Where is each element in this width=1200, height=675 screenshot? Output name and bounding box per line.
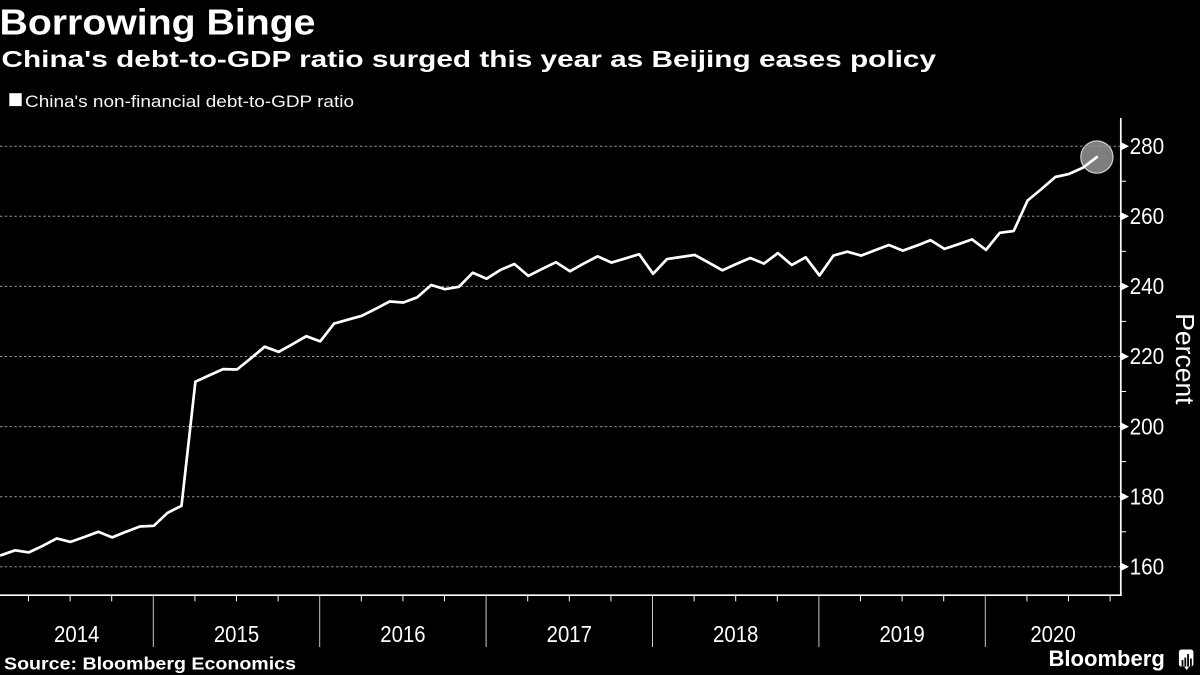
svg-text:Percent: Percent <box>1170 313 1198 404</box>
svg-text:2014: 2014 <box>54 621 99 647</box>
svg-text:240: 240 <box>1130 273 1165 299</box>
svg-text:2017: 2017 <box>547 621 592 647</box>
svg-text:China's debt-to-GDP ratio surg: China's debt-to-GDP ratio surged this ye… <box>2 46 937 72</box>
svg-text:2019: 2019 <box>879 621 924 647</box>
svg-text:2018: 2018 <box>713 621 758 647</box>
svg-text:220: 220 <box>1130 343 1165 369</box>
svg-text:2016: 2016 <box>380 621 425 647</box>
svg-text:2015: 2015 <box>214 621 259 647</box>
svg-text:Source: Bloomberg Economics: Source: Bloomberg Economics <box>4 653 296 673</box>
svg-text:Borrowing Binge: Borrowing Binge <box>0 2 316 43</box>
svg-text:China's non-financial debt-to-: China's non-financial debt-to-GDP ratio <box>25 92 354 111</box>
svg-text:200: 200 <box>1130 413 1165 439</box>
svg-text:Bloomberg: Bloomberg <box>1049 646 1165 671</box>
svg-text:260: 260 <box>1130 203 1165 229</box>
svg-text:180: 180 <box>1130 483 1165 509</box>
svg-text:2020: 2020 <box>1030 621 1075 647</box>
svg-text:160: 160 <box>1130 554 1165 580</box>
svg-text:280: 280 <box>1130 133 1165 159</box>
